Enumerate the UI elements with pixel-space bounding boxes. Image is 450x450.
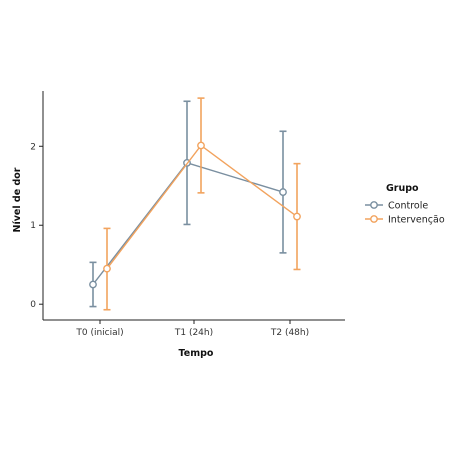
legend-title: Grupo [386, 183, 419, 194]
legend-items: Controle Intervenção [365, 201, 445, 226]
y-tick-label-2: 2 [30, 142, 36, 152]
y-tick-label-0: 0 [30, 300, 36, 310]
x-tick-label-0: T0 (inicial) [75, 328, 123, 338]
legend-label-1: Intervenção [388, 215, 445, 226]
legend: Grupo Controle Intervenção [365, 183, 445, 226]
x-axis-title: Tempo [179, 348, 214, 359]
series-1-point-1 [197, 141, 205, 150]
series-1-point-0 [103, 264, 111, 273]
x-tick-label-2: T2 (48h) [270, 328, 309, 338]
legend-key-point-0 [370, 201, 378, 209]
legend-label-0: Controle [388, 201, 428, 212]
series-0-point-2 [279, 188, 287, 196]
plot-area [89, 97, 301, 311]
x-tick-label-1: T1 (24h) [174, 328, 213, 338]
y-tick-label-1: 1 [30, 221, 36, 231]
series-1-line [106, 144, 298, 270]
series-0-point-0 [89, 280, 97, 289]
legend-key-point-1 [370, 215, 378, 223]
y-axis-title: Nível de dor [12, 167, 23, 232]
series-1-point-2 [293, 212, 301, 221]
